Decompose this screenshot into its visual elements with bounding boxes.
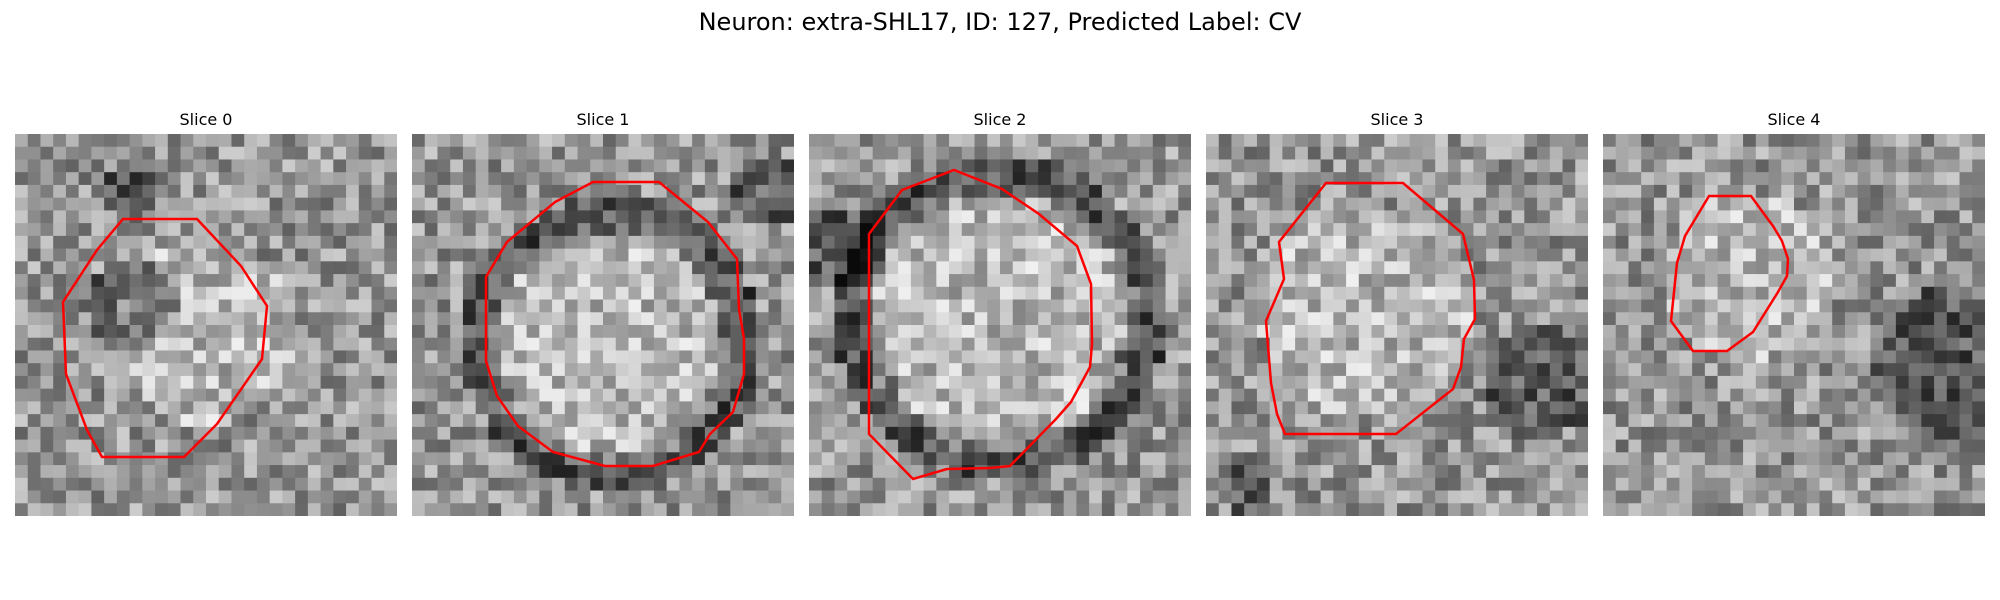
slice-panel-4: Slice 4 bbox=[1603, 110, 1985, 516]
figure-title: Neuron: extra-SHL17, ID: 127, Predicted … bbox=[0, 6, 2000, 38]
pixel-grid bbox=[809, 134, 1191, 516]
slice-panel-0: Slice 0 bbox=[15, 110, 397, 516]
slice-panel-1: Slice 1 bbox=[412, 110, 794, 516]
pixel-grid bbox=[15, 134, 397, 516]
slice-image bbox=[809, 134, 1191, 516]
pixel-grid bbox=[1603, 134, 1985, 516]
slice-title: Slice 1 bbox=[412, 110, 794, 130]
slice-title: Slice 0 bbox=[15, 110, 397, 130]
slice-title: Slice 4 bbox=[1603, 110, 1985, 130]
slice-image bbox=[412, 134, 794, 516]
slice-panel-2: Slice 2 bbox=[809, 110, 1191, 516]
slice-image bbox=[15, 134, 397, 516]
pixel-grid bbox=[412, 134, 794, 516]
slice-title: Slice 3 bbox=[1206, 110, 1588, 130]
slice-title: Slice 2 bbox=[809, 110, 1191, 130]
pixel-grid bbox=[1206, 134, 1588, 516]
slice-image bbox=[1603, 134, 1985, 516]
slice-image bbox=[1206, 134, 1588, 516]
slice-panel-3: Slice 3 bbox=[1206, 110, 1588, 516]
